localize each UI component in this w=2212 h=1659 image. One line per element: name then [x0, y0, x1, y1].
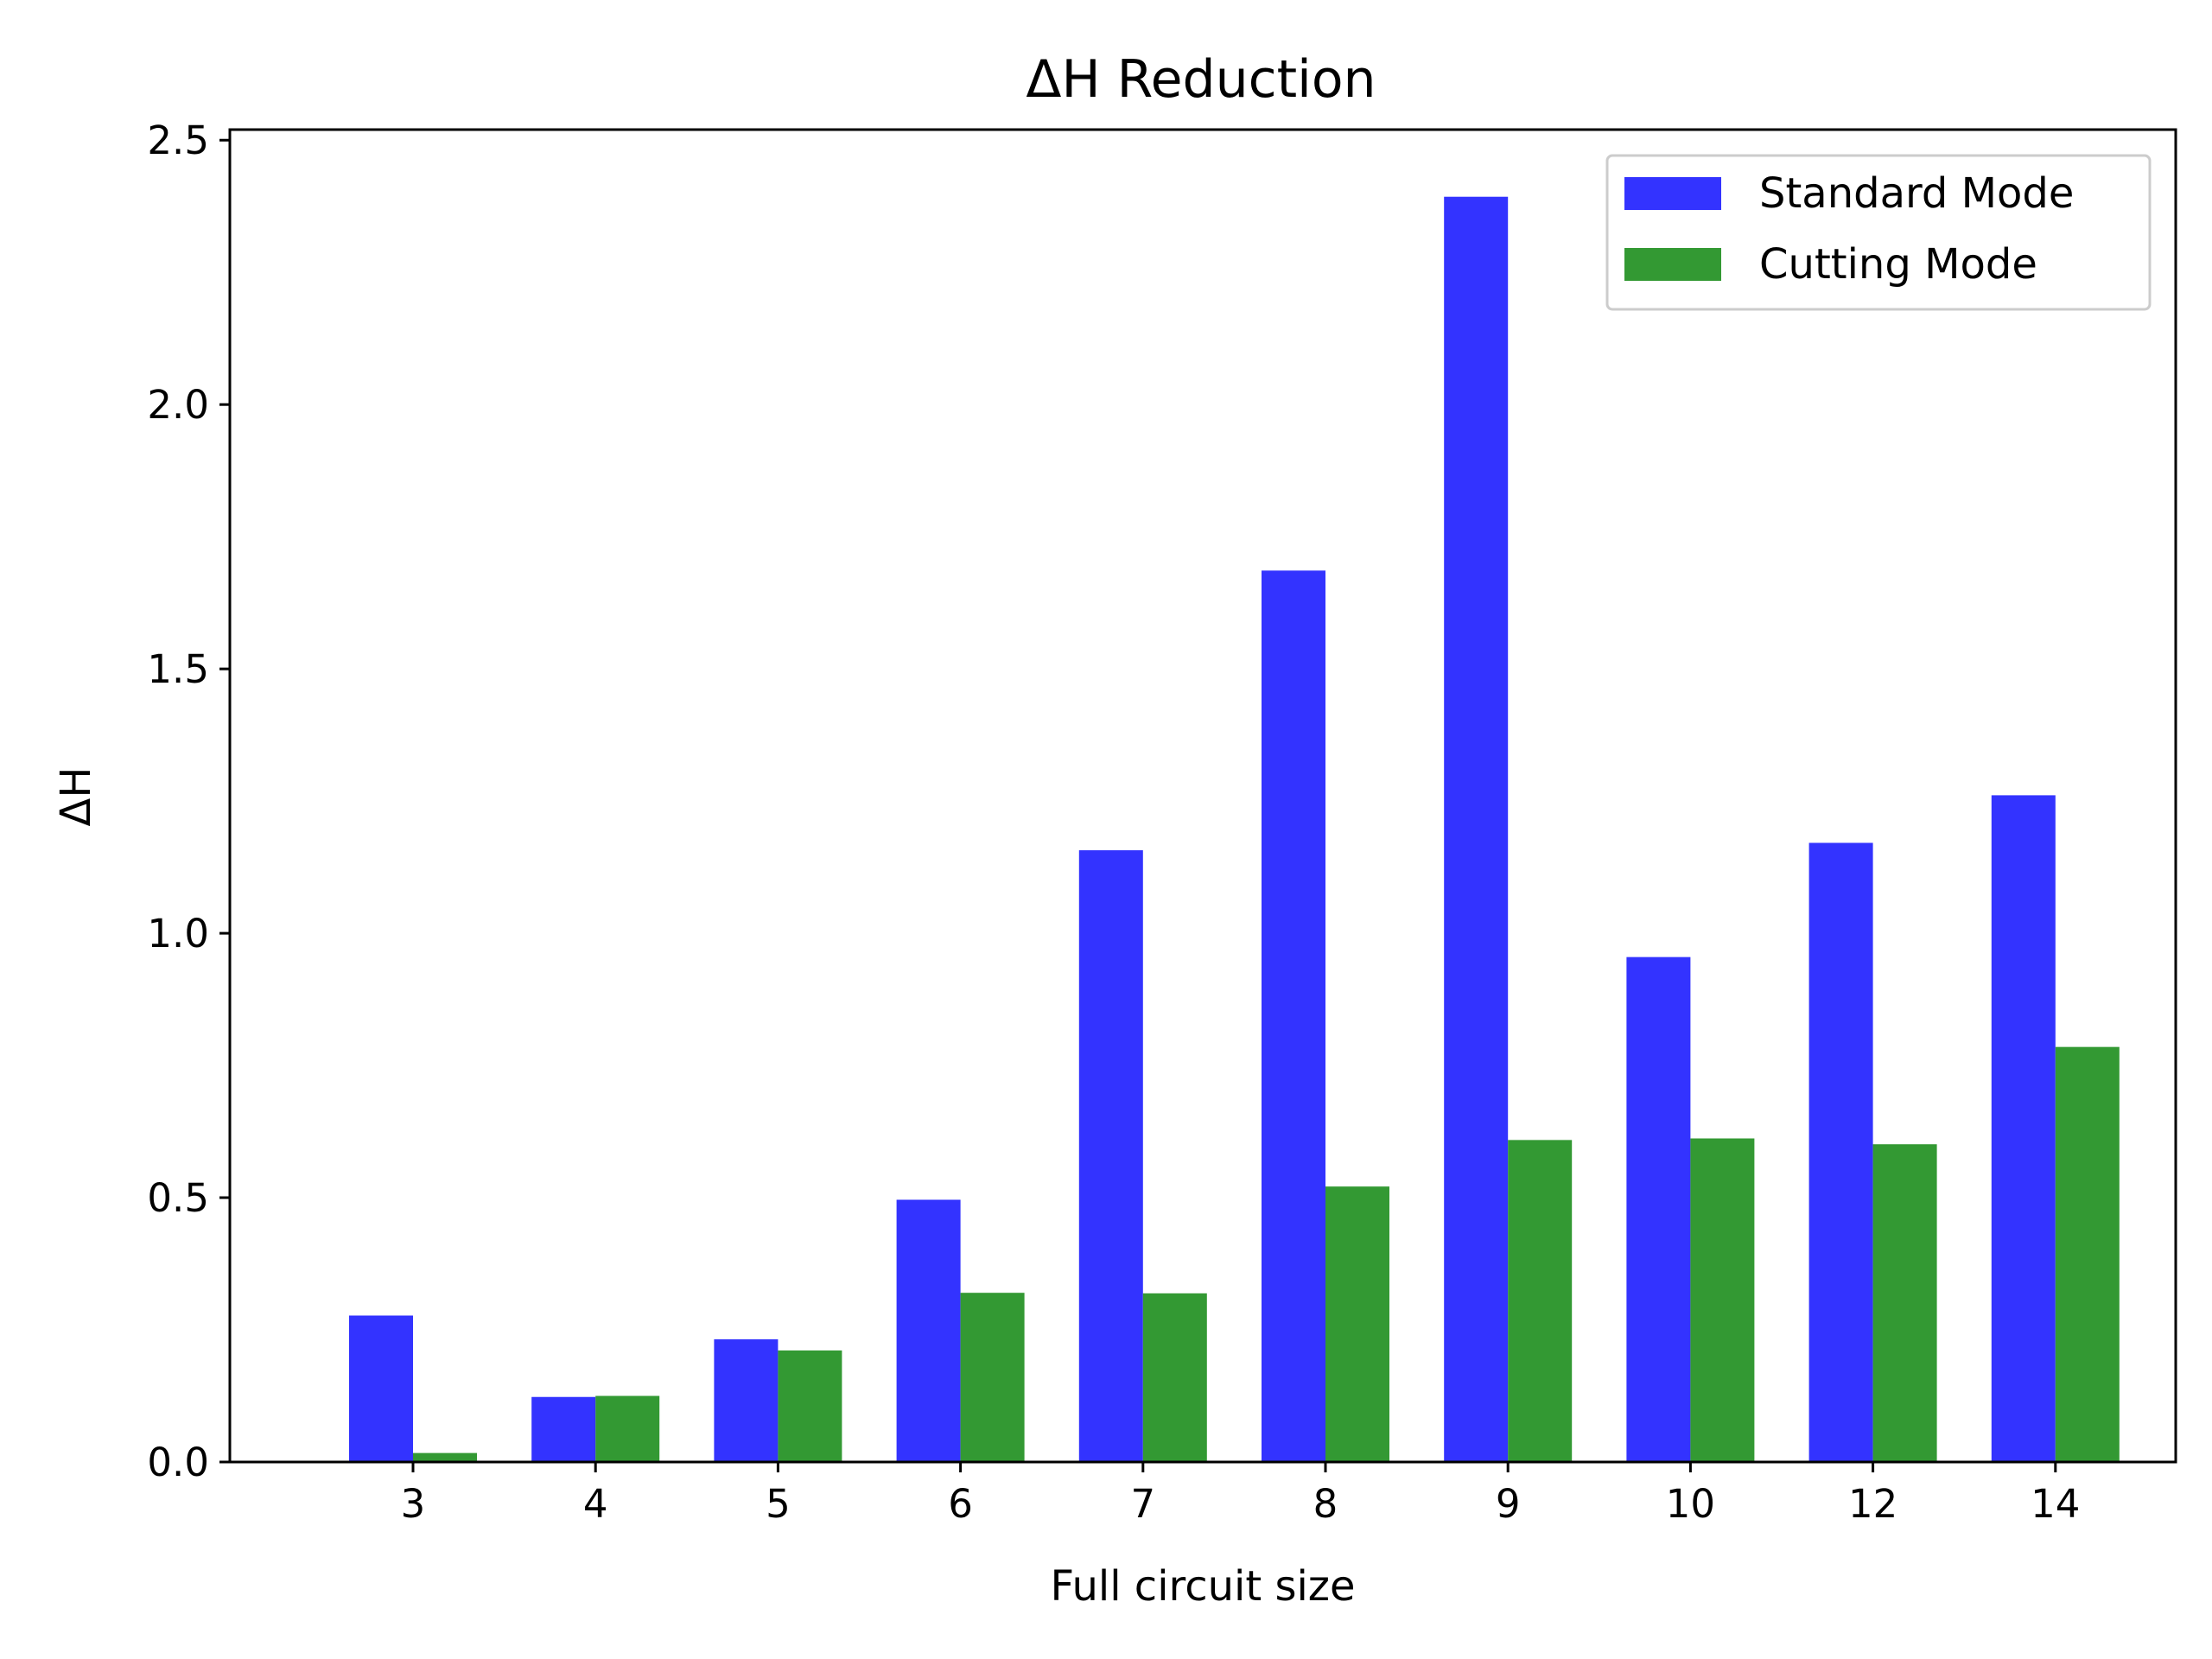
bar-standard-mode-9: [1444, 196, 1509, 1462]
bar-cutting-mode-7: [1142, 1293, 1207, 1462]
bar-cutting-mode-5: [778, 1350, 842, 1462]
bar-cutting-mode-10: [1690, 1138, 1755, 1462]
bar-cutting-mode-4: [595, 1395, 660, 1462]
bar-standard-mode-12: [1808, 842, 1873, 1462]
bar-standard-mode-7: [1078, 850, 1143, 1462]
x-tick-label: 14: [2031, 1481, 2080, 1527]
bar-standard-mode-4: [531, 1396, 596, 1462]
bar-cutting-mode-3: [413, 1452, 477, 1462]
bars-layer: [349, 196, 2120, 1462]
bar-standard-mode-3: [349, 1315, 413, 1462]
legend-frame: [1605, 154, 2152, 311]
plot-area-frame: [228, 128, 2177, 1464]
bar-cutting-mode-6: [960, 1293, 1025, 1462]
y-tick-label: 2.0: [147, 382, 209, 428]
bar-standard-mode-5: [714, 1339, 779, 1462]
chart-title: ΔH Reduction: [1026, 49, 1376, 110]
bar-standard-mode-14: [1991, 795, 2056, 1462]
y-axis-label: ΔH: [52, 767, 100, 827]
x-tick-label: 5: [766, 1481, 791, 1527]
y-tick-label: 0.5: [147, 1175, 209, 1221]
y-tick-label: 0.0: [147, 1440, 209, 1485]
x-tick-label: 9: [1496, 1481, 1521, 1527]
bar-cutting-mode-14: [2055, 1046, 2120, 1462]
bar-standard-mode-6: [896, 1199, 961, 1462]
x-tick-label: 7: [1130, 1481, 1155, 1527]
bar-cutting-mode-12: [1872, 1144, 1937, 1462]
legend-swatch-cutting-mode: [1624, 248, 1721, 281]
x-tick-label: 3: [401, 1481, 426, 1527]
legend: Standard Mode Cutting Mode: [1605, 154, 2152, 311]
bar-cutting-mode-8: [1325, 1186, 1389, 1462]
x-axis-label: Full circuit size: [1050, 1562, 1355, 1611]
bar-standard-mode-8: [1262, 570, 1325, 1462]
x-tick-label: 8: [1313, 1481, 1338, 1527]
y-tick-label: 1.0: [147, 911, 209, 957]
legend-label-cutting-mode: Cutting Mode: [1759, 240, 2037, 289]
y-tick-label: 1.5: [147, 646, 209, 692]
x-axis: 3 4 5 6 7 8 9 10 12 14: [401, 1462, 2080, 1527]
y-tick-label: 2.5: [147, 118, 209, 163]
x-tick-label: 10: [1666, 1481, 1715, 1527]
y-axis: 0.0 0.5 1.0 1.5 2.0 2.5: [147, 118, 230, 1485]
legend-swatch-standard-mode: [1624, 177, 1721, 210]
x-tick-label: 12: [1848, 1481, 1897, 1527]
legend-label-standard-mode: Standard Mode: [1759, 169, 2074, 218]
bar-cutting-mode-9: [1508, 1140, 1573, 1462]
bar-standard-mode-10: [1626, 957, 1691, 1462]
x-tick-label: 4: [583, 1481, 608, 1527]
x-tick-label: 6: [948, 1481, 973, 1527]
